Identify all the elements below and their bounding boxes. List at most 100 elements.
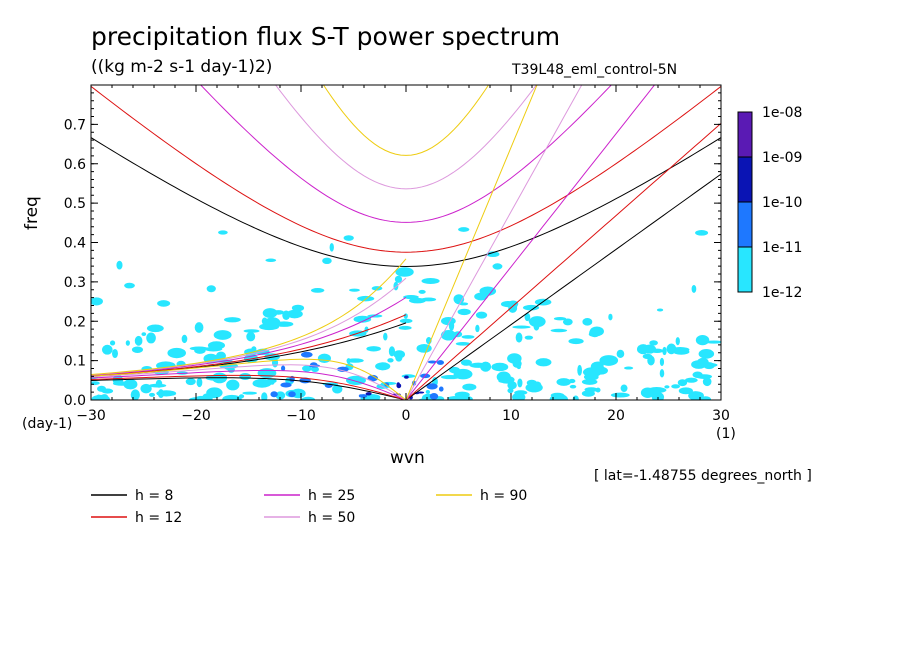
contour-patch (441, 316, 456, 326)
legend-label: h = 90 (480, 488, 527, 504)
contour-patch (317, 353, 332, 363)
contour-patch (395, 353, 403, 362)
y-tick-label: 0.5 (64, 196, 86, 212)
contour-patch (425, 390, 430, 394)
contour-patch (367, 374, 379, 382)
contour-patch (261, 392, 268, 400)
y-tick-label: 0.2 (64, 314, 86, 330)
rossby-curve (91, 377, 407, 400)
mrg-curve (91, 314, 407, 377)
contour-patch (146, 332, 156, 344)
contour-patch (675, 337, 680, 346)
contour-patch (409, 297, 426, 304)
contour-patch (206, 285, 216, 293)
y-tick-label: 0.0 (64, 393, 86, 409)
contour-patch (343, 235, 354, 241)
contour-patch (337, 366, 349, 372)
contour-patch (421, 277, 440, 284)
mrg-curve (91, 297, 407, 376)
contour-patch (394, 275, 403, 283)
gravity-curve (322, 85, 490, 156)
contour-patch (167, 347, 187, 359)
rossby-curve (91, 369, 407, 400)
contour-patch (101, 344, 113, 355)
contour-patch (246, 331, 256, 342)
contour-patch (577, 364, 582, 376)
latitude-note: [ lat=-1.48755 degrees_north ] (594, 468, 812, 484)
x-axis-label: wvn (390, 448, 425, 468)
contour-patch (398, 325, 412, 330)
contour-patch (515, 332, 523, 343)
axes: −30 −20 −10 0 10 20 30 0.0 0.1 0.2 0.3 0.4 0.5 0.6 0.7 (64, 85, 730, 424)
contour-patch (455, 341, 471, 346)
contour-patch (461, 335, 475, 339)
contour-patch (589, 326, 604, 337)
contour-patch (91, 394, 110, 400)
y-tick-label: 0.7 (64, 117, 86, 133)
contour-patch (125, 340, 130, 346)
contour-patch (553, 317, 567, 321)
contour-patch (272, 310, 285, 315)
contour-patch (403, 295, 419, 300)
x-tick-label: −30 (76, 408, 106, 424)
x-tick-label: 30 (712, 408, 730, 424)
contour-patch (440, 375, 460, 380)
contour-patch (491, 362, 509, 372)
legend-label: h = 12 (135, 510, 182, 526)
contour-patch (664, 385, 670, 389)
x-tick-label: 10 (502, 408, 520, 424)
contour-patch (438, 386, 444, 392)
x-unit-left: (day-1) (22, 416, 73, 432)
contour-patch (608, 313, 613, 321)
x-tick-label: 0 (402, 408, 411, 424)
kelvin-curve (405, 173, 721, 400)
contour-patch (691, 285, 697, 293)
contour-patch (620, 384, 628, 393)
contour-patch (616, 349, 625, 358)
run-name: T39L48_eml_control-5N (512, 62, 678, 78)
contour-patch (157, 389, 165, 399)
contour-patch (522, 304, 540, 311)
contour-patch (656, 308, 664, 312)
contour-patch (354, 358, 361, 363)
contour-patch (346, 358, 351, 364)
legend-label: h = 8 (135, 488, 173, 504)
contour-patch (535, 358, 552, 367)
x-tick-label: −10 (286, 408, 316, 424)
contour-patch (692, 371, 703, 378)
contour-patch (599, 355, 619, 366)
contour-patch (524, 313, 531, 322)
contour-patch (329, 243, 334, 252)
contour-patch (280, 382, 292, 388)
kelvin-curve (405, 122, 721, 400)
contour-patch (474, 292, 488, 301)
dispersion-curves (91, 85, 721, 400)
gravity-curve (91, 85, 721, 253)
x-tick-label: −20 (181, 408, 211, 424)
contour-patch (155, 379, 163, 388)
colorbar-label: 1e-11 (762, 240, 802, 256)
contour-patch (453, 294, 465, 305)
contour-patch (149, 392, 155, 397)
contour-patch (181, 334, 188, 344)
colorbar-label: 1e-09 (762, 150, 802, 166)
contour-patch (226, 379, 240, 391)
contour-patch (310, 288, 325, 293)
contour-patch (146, 324, 164, 333)
colorbar-label: 1e-12 (762, 285, 802, 301)
contour-patch (582, 367, 602, 377)
contour-patch (252, 378, 272, 388)
contour-patch (213, 330, 232, 340)
contour-patch (670, 346, 690, 353)
contour-patch (332, 384, 343, 394)
gravity-curve (91, 137, 721, 267)
contour-patch (475, 311, 488, 319)
contour-patch (698, 349, 715, 359)
legend-label: h = 25 (308, 488, 355, 504)
contour-patch (640, 387, 655, 398)
contour-patch (517, 378, 523, 388)
contour-patch (550, 328, 568, 333)
y-tick-label: 0.6 (64, 157, 86, 173)
rossby-curve (91, 364, 407, 400)
